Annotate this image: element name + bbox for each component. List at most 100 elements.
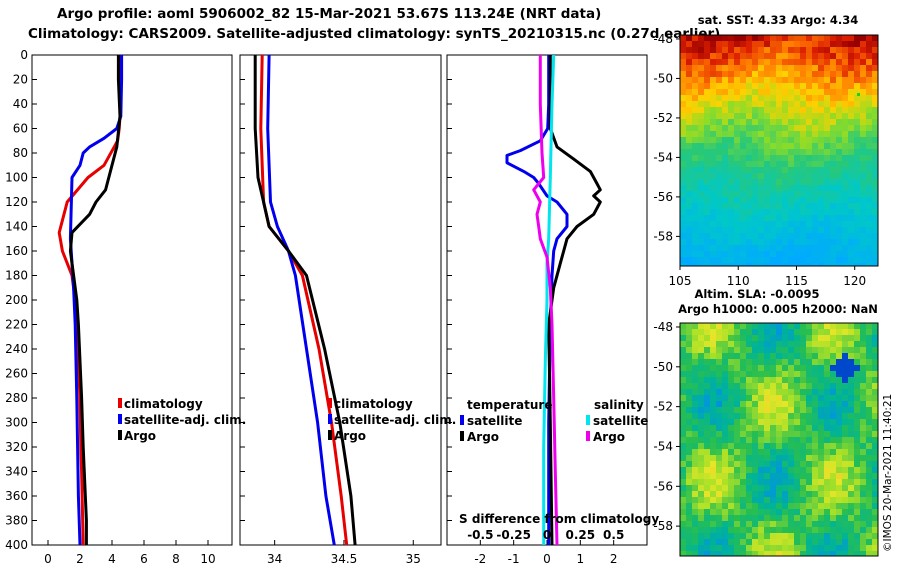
map-cell [836, 455, 842, 461]
map-cell [680, 101, 686, 107]
map-cell [794, 227, 800, 233]
map-cell [866, 539, 872, 545]
map-cell [770, 47, 776, 53]
map-cell [860, 185, 866, 191]
map-cell [848, 407, 854, 413]
map-cell [848, 59, 854, 65]
map-cell [710, 539, 716, 545]
map-cell [872, 365, 878, 371]
map-cell [806, 65, 812, 71]
panel-frame [239, 54, 442, 546]
map-cell [818, 539, 824, 545]
map-cell [776, 77, 782, 83]
map-cell [806, 503, 812, 509]
map-cell [854, 365, 860, 371]
map-cell [806, 521, 812, 527]
map-cell [860, 425, 866, 431]
map-cell [800, 395, 806, 401]
map-cell [818, 185, 824, 191]
map-cell [800, 503, 806, 509]
map-cell [788, 113, 794, 119]
map-cell [800, 215, 806, 221]
map-cell [710, 455, 716, 461]
map-cell [728, 119, 734, 125]
map-cell [764, 173, 770, 179]
map-cell [764, 131, 770, 137]
map-cell [866, 233, 872, 239]
map-cell [686, 161, 692, 167]
map-cell [710, 125, 716, 131]
map-cell [692, 143, 698, 149]
legend-label: Argo [467, 430, 499, 444]
map-cell [872, 245, 878, 251]
map-cell [806, 143, 812, 149]
map-cell [722, 239, 728, 245]
map-cell [734, 359, 740, 365]
map-cell [692, 227, 698, 233]
map-cell [848, 401, 854, 407]
map-cell [686, 263, 692, 266]
map-cell [698, 119, 704, 125]
map-cell [824, 377, 830, 383]
map-cell [734, 53, 740, 59]
map-cell [812, 407, 818, 413]
map-cell [704, 41, 710, 47]
map-cell [722, 149, 728, 155]
map-cell [764, 137, 770, 143]
map-cell [746, 131, 752, 137]
map-cell [848, 53, 854, 59]
map-cell [758, 329, 764, 335]
y-tick-label: 280 [5, 391, 28, 405]
map-cell [698, 377, 704, 383]
map-cell [680, 251, 686, 257]
map-cell [686, 365, 692, 371]
map-cell [776, 251, 782, 257]
map-cell [854, 191, 860, 197]
map-cell [728, 137, 734, 143]
map-cell [806, 203, 812, 209]
map-cell [710, 371, 716, 377]
map-cell [866, 215, 872, 221]
map-cell [800, 383, 806, 389]
map-cell [698, 107, 704, 113]
map-cell [860, 491, 866, 497]
map-cell [806, 455, 812, 461]
map-cell [830, 233, 836, 239]
map-cell [698, 449, 704, 455]
map-cell [788, 203, 794, 209]
map-cell [854, 389, 860, 395]
map-cell [860, 335, 866, 341]
map-cell [686, 353, 692, 359]
map-cell [692, 377, 698, 383]
map-cell [788, 449, 794, 455]
map-cell [800, 527, 806, 533]
map-cell [710, 65, 716, 71]
map-cell [872, 59, 878, 65]
map-cell [722, 143, 728, 149]
map-cell [830, 443, 836, 449]
map-cell [698, 71, 704, 77]
map-cell [818, 503, 824, 509]
map-cell [806, 551, 812, 556]
map-cell [806, 437, 812, 443]
y-tick-label: 320 [5, 440, 28, 454]
map-cell [704, 539, 710, 545]
map-cell [782, 497, 788, 503]
legend-salinity-title: salinity [594, 398, 644, 412]
map-cell [848, 521, 854, 527]
map-cell [752, 89, 758, 95]
map-cell [770, 77, 776, 83]
map-cell [848, 485, 854, 491]
map-cell [686, 491, 692, 497]
map-cell [872, 101, 878, 107]
map-cell [866, 161, 872, 167]
map-cell [740, 227, 746, 233]
map-cell [716, 155, 722, 161]
map-cell [770, 353, 776, 359]
map-cell [734, 59, 740, 65]
map-cell [812, 47, 818, 53]
map-cell [860, 437, 866, 443]
map-cell [704, 371, 710, 377]
map-cell [764, 53, 770, 59]
map-cell [770, 191, 776, 197]
